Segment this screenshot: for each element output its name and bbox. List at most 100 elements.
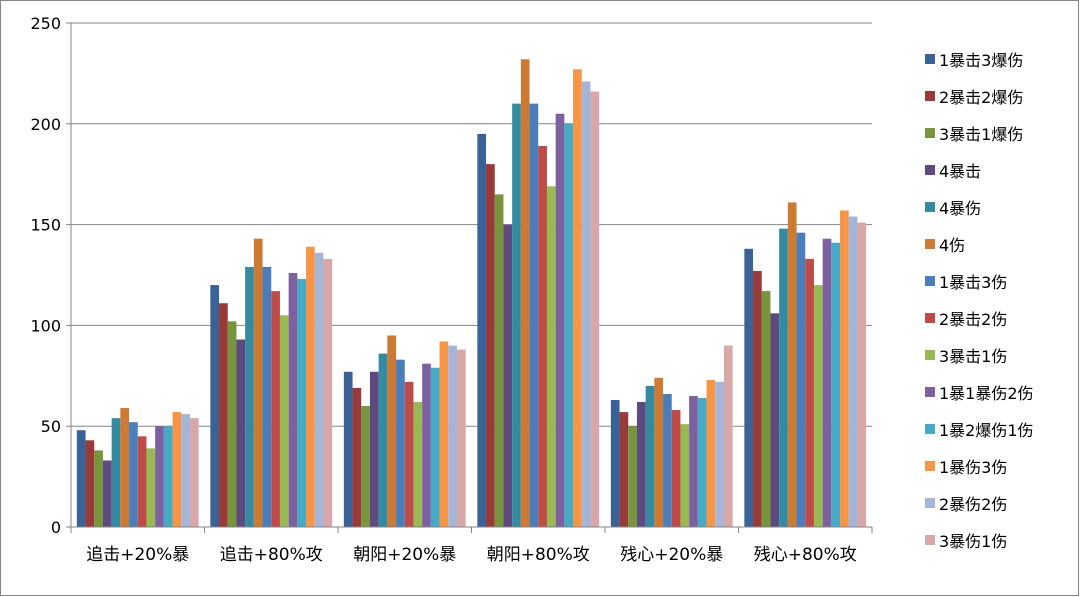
legend-item: 4暴击	[925, 151, 1075, 188]
bar	[494, 194, 504, 528]
bar	[111, 418, 121, 527]
bar	[448, 345, 457, 527]
bar	[262, 266, 272, 527]
bar	[689, 395, 698, 527]
legend-swatch	[925, 238, 935, 249]
bar	[352, 387, 362, 527]
y-tick-label: 100	[30, 316, 61, 335]
bar	[189, 418, 199, 527]
y-tick-label: 150	[30, 216, 61, 235]
bar	[744, 248, 754, 528]
legend-swatch	[925, 349, 935, 360]
x-tick-label: 朝阳+20%暴	[353, 545, 456, 565]
legend-item: 4伤	[925, 225, 1075, 262]
bar	[343, 371, 353, 527]
bar	[822, 238, 832, 527]
bar	[314, 252, 324, 527]
bar	[654, 377, 664, 527]
legend-item: 3暴击1爆伤	[925, 114, 1075, 151]
legend-label: 1暴伤3伤	[939, 457, 1008, 477]
bar	[538, 145, 547, 527]
bar	[236, 339, 246, 527]
y-tick-label: 50	[41, 417, 61, 436]
bar	[512, 103, 521, 527]
bar	[573, 69, 582, 528]
bar	[387, 335, 397, 527]
bar	[306, 246, 315, 527]
bar	[430, 367, 440, 527]
bar	[137, 436, 147, 527]
legend-item: 1暴2爆伤1伤	[925, 410, 1075, 447]
x-tick-label: 残心+20%暴	[620, 545, 723, 565]
bar	[76, 430, 86, 527]
bar	[787, 202, 797, 527]
bar	[796, 232, 806, 527]
legend-label: 3暴击1爆伤	[939, 124, 1024, 144]
bar	[146, 448, 156, 527]
bar	[520, 59, 530, 528]
bar	[155, 426, 164, 527]
legend-item: 2暴击2伤	[925, 299, 1075, 336]
bar	[753, 270, 762, 527]
bar	[102, 460, 112, 527]
legend-label: 2暴伤2伤	[939, 494, 1008, 514]
bar	[219, 303, 228, 527]
legend-label: 1暴1暴伤2伤	[939, 383, 1034, 403]
bar	[172, 412, 182, 527]
legend-item: 4暴伤	[925, 188, 1075, 225]
bar	[245, 266, 254, 527]
y-tick-label: 0	[51, 518, 61, 537]
bar	[369, 371, 379, 527]
legend-label: 1暴击3伤	[939, 272, 1008, 292]
legend-label: 3暴伤1伤	[939, 531, 1008, 551]
bar	[227, 321, 237, 527]
legend-item: 2暴伤2伤	[925, 484, 1075, 521]
legend-item: 2暴击2爆伤	[925, 77, 1075, 114]
bar	[163, 426, 173, 527]
bar	[279, 315, 289, 527]
bar	[628, 426, 637, 527]
bar	[671, 410, 681, 527]
legend-item: 3暴击1伤	[925, 336, 1075, 373]
legend-item: 1暴伤3伤	[925, 447, 1075, 484]
bar	[477, 133, 487, 527]
bar	[181, 414, 190, 527]
bar	[706, 379, 716, 527]
legend-swatch	[925, 53, 935, 64]
bar	[288, 272, 298, 527]
bar	[323, 258, 333, 527]
bar	[210, 285, 220, 527]
legend-swatch	[925, 90, 935, 101]
bar	[253, 238, 263, 527]
bar	[761, 291, 771, 527]
legend-label: 2暴击2爆伤	[939, 87, 1024, 107]
legend-swatch	[925, 201, 935, 212]
bar	[413, 402, 423, 527]
legend-item: 1暴击3爆伤	[925, 40, 1075, 77]
bar	[396, 359, 405, 527]
legend-swatch	[925, 534, 935, 545]
legend-swatch	[925, 275, 935, 286]
bar	[85, 440, 95, 527]
legend-label: 1暴2爆伤1伤	[939, 420, 1034, 440]
bar	[546, 186, 556, 527]
bar	[619, 412, 629, 527]
y-tick-label: 200	[30, 115, 61, 134]
bar	[129, 422, 138, 527]
bar	[555, 113, 565, 527]
legend-label: 4伤	[939, 235, 966, 255]
legend-swatch	[925, 497, 935, 508]
legend-label: 1暴击3爆伤	[939, 50, 1024, 70]
legend-swatch	[925, 423, 935, 434]
bar	[361, 406, 370, 527]
bar	[404, 381, 414, 527]
bar	[645, 385, 655, 527]
x-tick-label: 残心+80%攻	[754, 545, 857, 565]
bar	[503, 224, 513, 527]
bar	[723, 345, 733, 527]
bar	[94, 450, 103, 527]
bar	[378, 353, 388, 527]
bar	[581, 81, 591, 528]
bar	[610, 399, 620, 527]
legend-item: 1暴击3伤	[925, 262, 1075, 299]
